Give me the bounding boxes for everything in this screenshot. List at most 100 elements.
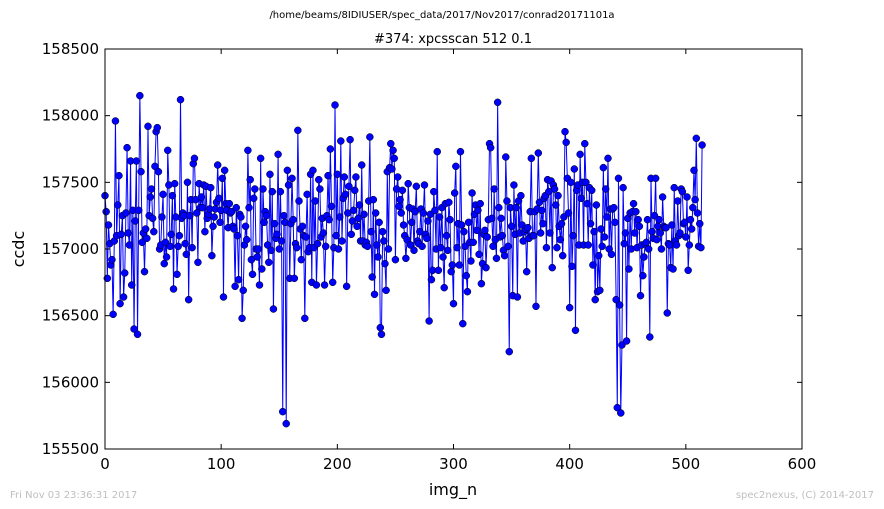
- data-point: [269, 305, 278, 313]
- data-point: [676, 229, 684, 237]
- data-point: [371, 209, 380, 217]
- data-point: [539, 219, 547, 228]
- data-point: [104, 221, 113, 229]
- data-point: [173, 270, 181, 279]
- data-point: [273, 230, 281, 239]
- data-point: [604, 154, 612, 163]
- data-point: [424, 217, 432, 225]
- data-point: [288, 174, 296, 183]
- data-point: [102, 207, 110, 216]
- data-point: [303, 190, 311, 199]
- data-point: [388, 165, 396, 173]
- data-point: [698, 141, 706, 149]
- data-point: [267, 246, 275, 255]
- data-point: [387, 139, 395, 148]
- data-point: [464, 218, 473, 227]
- data-point: [326, 145, 335, 153]
- data-point: [309, 166, 317, 175]
- data-point: [123, 143, 131, 152]
- data-point: [150, 227, 158, 236]
- data-point: [174, 242, 182, 251]
- data-point: [163, 146, 172, 155]
- data-point: [692, 134, 701, 143]
- data-point: [248, 270, 257, 279]
- data-point: [403, 235, 411, 244]
- data-point: [420, 181, 429, 189]
- data-point: [354, 214, 362, 223]
- data-point: [376, 323, 385, 332]
- data-point: [670, 183, 678, 192]
- data-point: [399, 221, 408, 229]
- data-point: [582, 178, 590, 187]
- data-point: [295, 197, 303, 205]
- data-point: [225, 199, 234, 208]
- data-point: [391, 255, 400, 264]
- data-point: [254, 245, 263, 253]
- data-point: [158, 213, 166, 221]
- data-point: [449, 299, 458, 308]
- data-point: [635, 222, 644, 231]
- data-point: [442, 231, 451, 240]
- data-point: [467, 257, 475, 265]
- data-point: [270, 219, 279, 228]
- data-point: [524, 223, 532, 232]
- data-point: [443, 246, 452, 255]
- data-point: [368, 273, 376, 281]
- data-point: [274, 150, 282, 159]
- data-point: [460, 227, 468, 236]
- data-point: [108, 255, 116, 264]
- data-point: [457, 221, 466, 229]
- data-point: [345, 182, 353, 191]
- data-point: [147, 185, 156, 193]
- data-point: [337, 137, 345, 145]
- data-point: [456, 147, 465, 156]
- data-point: [216, 218, 224, 227]
- data-point: [341, 190, 350, 199]
- data-point: [581, 139, 589, 148]
- data-point: [669, 265, 677, 273]
- data-point: [620, 239, 629, 248]
- data-point: [253, 253, 261, 261]
- data-point: [141, 225, 150, 233]
- data-point: [434, 266, 443, 275]
- data-point: [455, 261, 464, 269]
- data-point: [373, 241, 381, 249]
- data-point: [486, 143, 495, 152]
- data-point: [673, 197, 682, 205]
- data-point: [190, 154, 199, 163]
- data-point: [621, 229, 630, 237]
- data-point: [663, 309, 671, 317]
- data-point: [431, 206, 439, 215]
- data-point: [244, 146, 252, 155]
- data-point: [381, 259, 389, 268]
- data-point: [148, 214, 157, 223]
- data-point: [231, 282, 239, 291]
- data-point: [452, 162, 460, 171]
- data-point: [493, 98, 502, 107]
- data-point: [447, 267, 455, 276]
- data-point: [351, 186, 359, 195]
- data-point: [297, 255, 306, 264]
- data-point: [119, 293, 128, 301]
- data-point: [697, 243, 705, 252]
- y-tick-label: 157000: [42, 240, 99, 258]
- data-point: [658, 193, 667, 201]
- data-point: [548, 263, 556, 272]
- data-point: [577, 194, 586, 203]
- data-point: [477, 279, 486, 288]
- y-tick-label: 158000: [42, 107, 99, 125]
- data-point: [234, 275, 243, 284]
- data-point: [213, 161, 222, 169]
- data-point: [475, 250, 483, 259]
- data-point: [168, 191, 177, 200]
- data-point: [534, 149, 543, 157]
- data-point: [495, 203, 503, 212]
- data-point: [263, 241, 272, 249]
- data-point: [598, 242, 606, 251]
- data-point: [672, 241, 681, 249]
- data-point: [338, 237, 346, 245]
- data-point: [313, 239, 322, 248]
- data-point: [634, 215, 642, 224]
- data-point: [476, 199, 484, 208]
- data-point: [505, 347, 514, 356]
